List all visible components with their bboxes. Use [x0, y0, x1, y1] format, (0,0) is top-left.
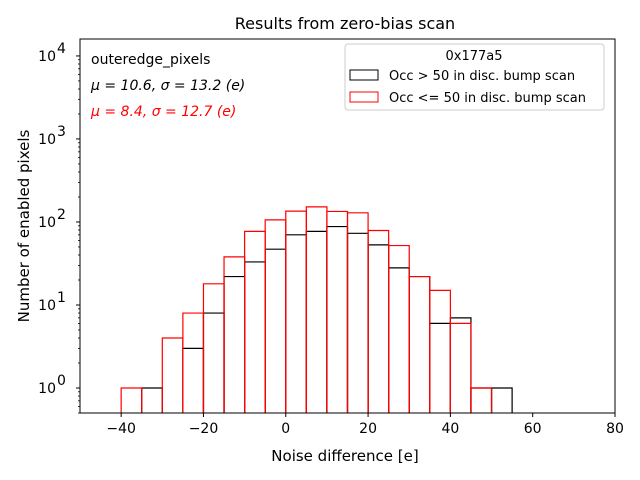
hist-bin — [244, 261, 266, 413]
hist-bin — [346, 232, 369, 413]
y-tick-exponent: 3 — [57, 124, 66, 140]
legend-box — [344, 43, 605, 111]
x-axis: −40 −20 0 20 40 60 80 — [106, 413, 624, 437]
chart-title: Results from zero-bias scan — [235, 14, 455, 33]
hist-bin — [326, 225, 349, 413]
hist-bin — [120, 387, 143, 413]
hist-bin — [305, 230, 328, 413]
hist-bin — [490, 387, 513, 413]
y-tick-exponent: 2 — [57, 207, 66, 223]
hist-bin — [367, 229, 390, 413]
hist-bin — [264, 248, 287, 413]
hist-bin — [305, 206, 328, 413]
hist-bin — [408, 275, 431, 413]
hist-bin — [202, 312, 225, 413]
y-tick-label: 10 — [38, 298, 56, 314]
legend-entry-red: Occ <= 50 in disc. bump scan — [389, 91, 586, 106]
x-tick-label: 40 — [441, 421, 459, 437]
legend-swatch-black — [349, 69, 379, 81]
hist-bin — [429, 322, 451, 413]
hist-bin — [346, 212, 369, 413]
y-tick-label: 10 — [38, 49, 56, 65]
y-tick-label: 10 — [38, 215, 56, 231]
series-red — [120, 206, 493, 413]
y-axis-label: Number of enabled pixels — [15, 129, 33, 322]
x-tick-label: −20 — [189, 421, 219, 437]
legend-entry-black: Occ > 50 in disc. bump scan — [389, 69, 575, 84]
annotation-red-stats: μ = 8.4, σ = 12.7 (e) — [90, 104, 236, 120]
hist-bin — [161, 337, 184, 413]
hist-bin — [449, 322, 472, 413]
x-tick-label: 60 — [524, 421, 542, 437]
annotation-pixel-group: outeredge_pixels — [91, 52, 210, 68]
x-tick-label: 80 — [606, 421, 624, 437]
y-tick-label: 10 — [38, 381, 56, 397]
legend-title: 0x177a5 — [445, 49, 502, 64]
hist-bin — [182, 347, 205, 413]
hist-bin — [326, 210, 349, 413]
hist-bin — [285, 234, 307, 413]
bars-layer — [120, 206, 513, 413]
hist-bin — [429, 289, 451, 413]
hist-bin — [223, 256, 246, 413]
hist-bin — [470, 387, 493, 413]
hist-bin — [408, 275, 431, 413]
y-tick-exponent: 0 — [57, 373, 66, 389]
hist-bin — [182, 312, 205, 413]
hist-bin — [202, 283, 225, 413]
hist-bin — [141, 387, 163, 413]
hist-bin — [388, 244, 410, 413]
hist-bin — [223, 275, 246, 413]
y-tick-exponent: 1 — [57, 290, 66, 306]
y-tick-exponent: 4 — [57, 41, 66, 57]
annotation-black-stats: μ = 10.6, σ = 13.2 (e) — [90, 78, 245, 94]
hist-bin — [285, 210, 307, 413]
y-tick-label: 10 — [38, 132, 56, 148]
hist-bin — [244, 230, 266, 413]
hist-bin — [388, 267, 410, 413]
legend-swatch-red — [349, 91, 379, 103]
x-tick-label: 20 — [359, 421, 377, 437]
hist-bin — [367, 244, 390, 413]
x-tick-label: −40 — [106, 421, 136, 437]
x-tick-label: 0 — [281, 421, 290, 437]
legend: 0x177a5 Occ > 50 in disc. bump scan Occ … — [344, 43, 605, 111]
hist-bin — [470, 387, 493, 413]
x-axis-label: Noise difference [e] — [271, 447, 418, 465]
hist-bin — [449, 317, 472, 413]
